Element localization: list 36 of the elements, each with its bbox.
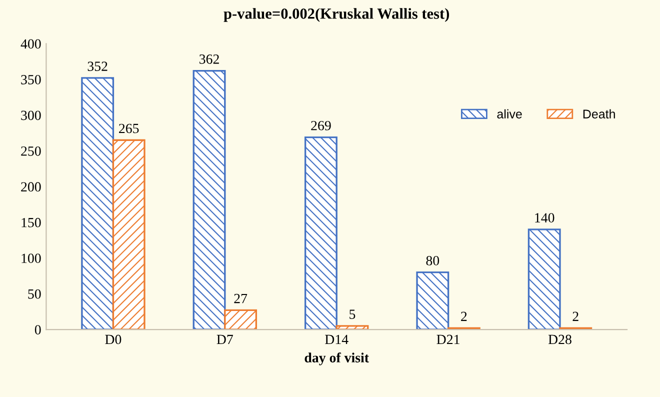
- data-label: 269: [311, 120, 331, 130]
- data-label: 265: [119, 124, 139, 134]
- y-tick-label: 150: [22, 218, 41, 228]
- bar: [336, 325, 369, 330]
- x-tick-label: D0: [105, 334, 122, 344]
- y-tick-label: 100: [22, 254, 41, 264]
- y-tick-label: 300: [21, 110, 41, 120]
- x-tick-label: D7: [216, 334, 233, 344]
- bar: [224, 309, 258, 330]
- bar: [81, 77, 114, 330]
- data-label: 2: [461, 312, 467, 321]
- bar: [416, 272, 450, 330]
- data-label: 27: [234, 294, 248, 304]
- y-tick-label: 400: [20, 39, 41, 49]
- y-tick-label: 50: [28, 289, 41, 299]
- y-tick-label: 350: [21, 74, 41, 84]
- data-label: 140: [535, 213, 554, 222]
- data-label: 80: [426, 256, 440, 266]
- bar: [112, 139, 146, 330]
- x-tick-label: D21: [436, 334, 460, 344]
- data-label: 5: [350, 310, 356, 319]
- bar: [528, 228, 561, 330]
- bar: [304, 136, 338, 330]
- data-label: 352: [88, 62, 108, 71]
- x-tick-label: D28: [548, 334, 572, 344]
- y-tick-label: 0: [34, 325, 41, 334]
- legend-label: alive: [497, 109, 522, 118]
- x-tick-label: D14: [325, 334, 348, 344]
- x-axis-title: day of visit: [304, 352, 369, 366]
- data-label: 362: [200, 54, 219, 64]
- legend-label: Death: [583, 109, 615, 118]
- bar: [192, 70, 226, 330]
- y-tick-label: 250: [21, 146, 41, 156]
- data-label: 2: [572, 312, 578, 321]
- chart-title: p-value=0.002(Kruskal Wallis test): [224, 8, 450, 22]
- y-tick-label: 200: [21, 182, 41, 192]
